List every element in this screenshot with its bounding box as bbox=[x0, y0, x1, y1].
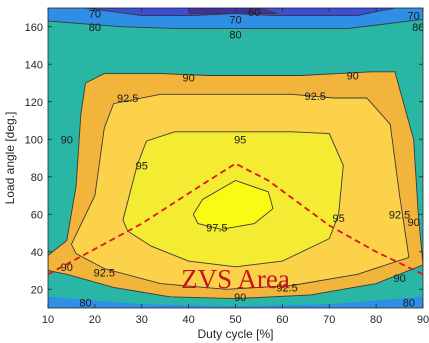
contour-fill-60 bbox=[169, 8, 278, 14]
x-tick-label: 80 bbox=[370, 314, 382, 326]
x-tick-label: 50 bbox=[229, 314, 241, 326]
contour-label: 90 bbox=[61, 134, 73, 146]
contour-label: 80 bbox=[89, 22, 101, 34]
zvs-area-label: ZVS Area bbox=[181, 264, 290, 294]
contour-label: 95 bbox=[234, 134, 246, 146]
contour-line-92.5 bbox=[70, 93, 410, 290]
contour-label: 92.5 bbox=[117, 93, 138, 105]
contour-label: 92.5 bbox=[276, 282, 297, 294]
contour-line-90 bbox=[48, 71, 423, 300]
contour-label: 90 bbox=[393, 273, 405, 285]
contour-label: 70 bbox=[89, 9, 101, 21]
contour-label: 92.5 bbox=[304, 91, 325, 103]
y-tick-label: 80 bbox=[31, 172, 43, 184]
x-tick-label: 70 bbox=[323, 314, 335, 326]
contour-label: 95 bbox=[332, 213, 344, 225]
contour-label: 80 bbox=[79, 297, 91, 309]
contour-label: 70 bbox=[229, 14, 241, 26]
contour-label: 92.5 bbox=[389, 209, 410, 221]
contour-line-97.5 bbox=[192, 180, 274, 230]
x-tick-label: 60 bbox=[276, 314, 288, 326]
x-tick-label: 30 bbox=[136, 314, 148, 326]
contour-label: 90 bbox=[407, 217, 419, 229]
x-tick-label: 20 bbox=[89, 314, 101, 326]
contour-label: 60 bbox=[248, 7, 260, 19]
y-tick-label: 40 bbox=[31, 247, 43, 259]
contour-label: 95 bbox=[136, 161, 148, 173]
contour-fills bbox=[48, 8, 423, 308]
contour-line-70 bbox=[85, 8, 395, 16]
x-axis-ticks: 10 20 30 40 50 60 70 80 90 bbox=[42, 8, 429, 326]
contour-lines bbox=[48, 8, 423, 300]
zvs-boundary bbox=[48, 162, 423, 276]
y-tick-label: 60 bbox=[31, 209, 43, 221]
x-tick-label: 10 bbox=[42, 314, 54, 326]
x-tick-label: 40 bbox=[183, 314, 195, 326]
contour-label: 90 bbox=[182, 72, 194, 84]
x-tick-label: 90 bbox=[417, 314, 429, 326]
contour-label: 80 bbox=[229, 29, 241, 41]
contour-line-95 bbox=[122, 131, 344, 268]
contour-label: 90 bbox=[347, 71, 359, 83]
contour-label: 90 bbox=[61, 262, 73, 274]
y-axis-label: Load angle [deg.] bbox=[3, 112, 17, 205]
y-tick-label: 20 bbox=[31, 284, 43, 296]
x-axis-label: Duty cycle [%] bbox=[197, 327, 273, 341]
y-tick-label: 120 bbox=[25, 97, 43, 109]
y-tick-label: 100 bbox=[25, 134, 43, 146]
contour-label: 92.5 bbox=[94, 267, 115, 279]
zvs-boundary-line bbox=[48, 162, 423, 276]
y-tick-label: 140 bbox=[25, 59, 43, 71]
y-axis-ticks: 20 40 60 80 100 120 140 160 bbox=[25, 22, 423, 296]
contour-label: 97.5 bbox=[206, 222, 227, 234]
contour-line-80 bbox=[48, 18, 423, 30]
contour-label: 80 bbox=[403, 297, 415, 309]
contour-fill-97.5 bbox=[193, 180, 273, 230]
contour-label: 90 bbox=[234, 292, 246, 304]
y-tick-label: 160 bbox=[25, 22, 43, 34]
contour-label: 70 bbox=[407, 11, 419, 23]
contour-label: 80 bbox=[412, 22, 424, 34]
